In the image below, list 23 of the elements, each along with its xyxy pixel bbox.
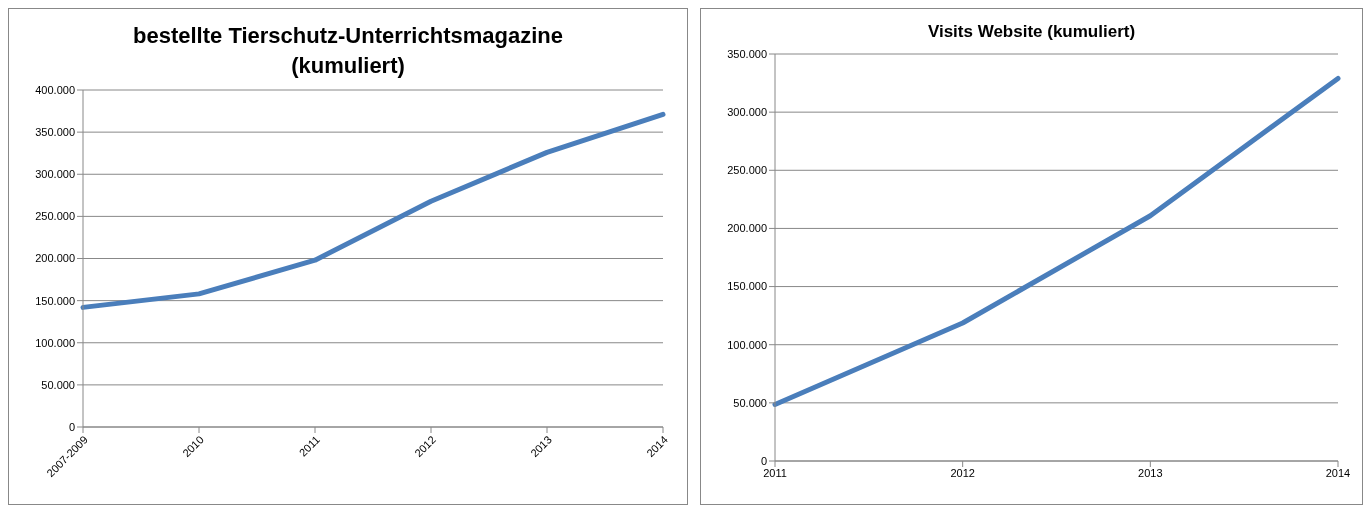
y-tick-label: 50.000 <box>41 379 75 392</box>
y-tick-label: 0 <box>68 421 75 434</box>
y-tick-label: 250.000 <box>727 164 767 177</box>
x-tick-label: 2012 <box>950 466 975 479</box>
y-tick-label: 350.000 <box>35 126 75 139</box>
y-tick-label: 300.000 <box>35 168 75 181</box>
y-tick-label: 100.000 <box>35 337 75 350</box>
y-tick-label: 50.000 <box>733 396 767 409</box>
y-tick-label: 350.000 <box>727 47 767 60</box>
chart-title: bestellte Tierschutz-Unterrichtsmagazine (kumuliert) <box>132 22 564 80</box>
x-tick-label: 2013 <box>1138 466 1163 479</box>
y-tick-label: 300.000 <box>727 105 767 118</box>
chart-title: Visits Website (kumuliert) <box>926 21 1137 43</box>
y-tick-label: 0 <box>760 454 767 467</box>
y-tick-label: 200.000 <box>727 222 767 235</box>
x-tick-label: 2011 <box>763 466 787 479</box>
y-tick-label: 400.000 <box>35 84 75 97</box>
y-tick-label: 100.000 <box>727 338 767 351</box>
y-tick-label: 150.000 <box>727 280 767 293</box>
y-tick-label: 200.000 <box>35 252 75 265</box>
y-tick-label: 150.000 <box>35 294 75 307</box>
y-tick-label: 250.000 <box>35 210 75 223</box>
x-tick-label: 2014 <box>1325 466 1351 479</box>
